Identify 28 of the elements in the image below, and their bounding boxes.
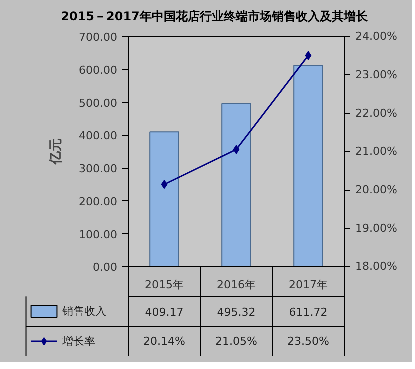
y-tick-label: 600.00: [79, 64, 118, 77]
y-axis-title: 亿元: [49, 138, 64, 166]
y2-tick-label: 24.00%: [356, 30, 398, 44]
x-tick-label: 2015年: [145, 278, 184, 292]
x-tick-label: 2017年: [289, 278, 328, 292]
data-label: 23.50%: [288, 335, 330, 348]
data-label: 21.05%: [216, 335, 258, 348]
data-label: 611.72: [289, 306, 328, 320]
y2-tick-label: 23.00%: [356, 68, 398, 82]
y-tick-label: 200.00: [79, 195, 118, 208]
y-tick-label: 300.00: [79, 162, 118, 176]
chart-title: 2015－2017年中国花店行业终端市场销售收入及其增长: [61, 10, 369, 24]
y2-tick-label: 20.00%: [356, 184, 398, 197]
y-tick-label: 100.00: [79, 228, 118, 242]
y2-tick-label: 18.00%: [356, 260, 398, 274]
legend-label: 销售收入: [61, 305, 106, 318]
y2-tick-label: 21.00%: [356, 145, 398, 158]
y2-tick-label: 22.00%: [356, 106, 398, 120]
y-tick-label: 0.00: [93, 261, 118, 274]
x-tick-label: 2016年: [217, 278, 256, 292]
data-label: 409.17: [145, 306, 184, 320]
data-label: 495.32: [217, 306, 256, 320]
data-label: 20.14%: [144, 335, 186, 348]
y-tick-label: 400.00: [79, 130, 118, 143]
legend-label: 增长率: [61, 335, 96, 348]
y2-tick-label: 19.00%: [356, 222, 398, 235]
y-tick-label: 700.00: [79, 31, 118, 44]
y-tick-label: 500.00: [79, 96, 118, 110]
